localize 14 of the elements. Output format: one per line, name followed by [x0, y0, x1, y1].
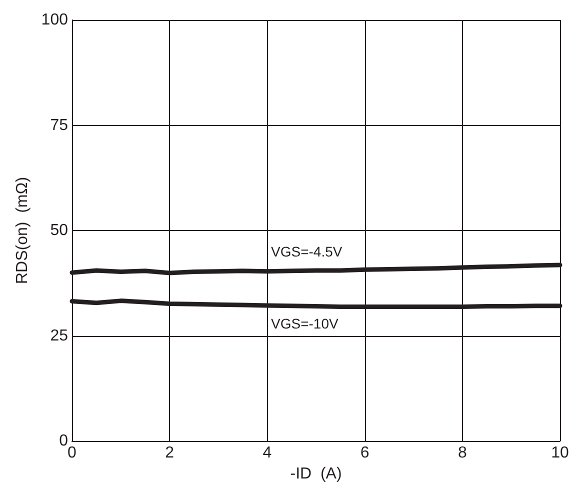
y-tick-label: 50	[50, 222, 68, 239]
x-tick-label: 10	[551, 444, 569, 462]
x-tick-label: 6	[360, 444, 370, 462]
y-tick-label: 0	[59, 432, 68, 450]
series-label: VGS=-4.5V	[271, 243, 343, 260]
y-axis-title: RDS(on) (mΩ)	[14, 176, 31, 284]
y-tick-label: 100	[41, 12, 68, 28]
x-tick-label: 4	[262, 444, 272, 462]
series-label: VGS=-10V	[271, 315, 339, 332]
x-tick-label: 2	[165, 444, 174, 462]
x-tick-label: 8	[458, 444, 467, 462]
y-tick-label: 25	[50, 327, 68, 344]
x-axis-title: -ID (A)	[290, 465, 342, 482]
y-tick-label: 75	[50, 116, 68, 134]
